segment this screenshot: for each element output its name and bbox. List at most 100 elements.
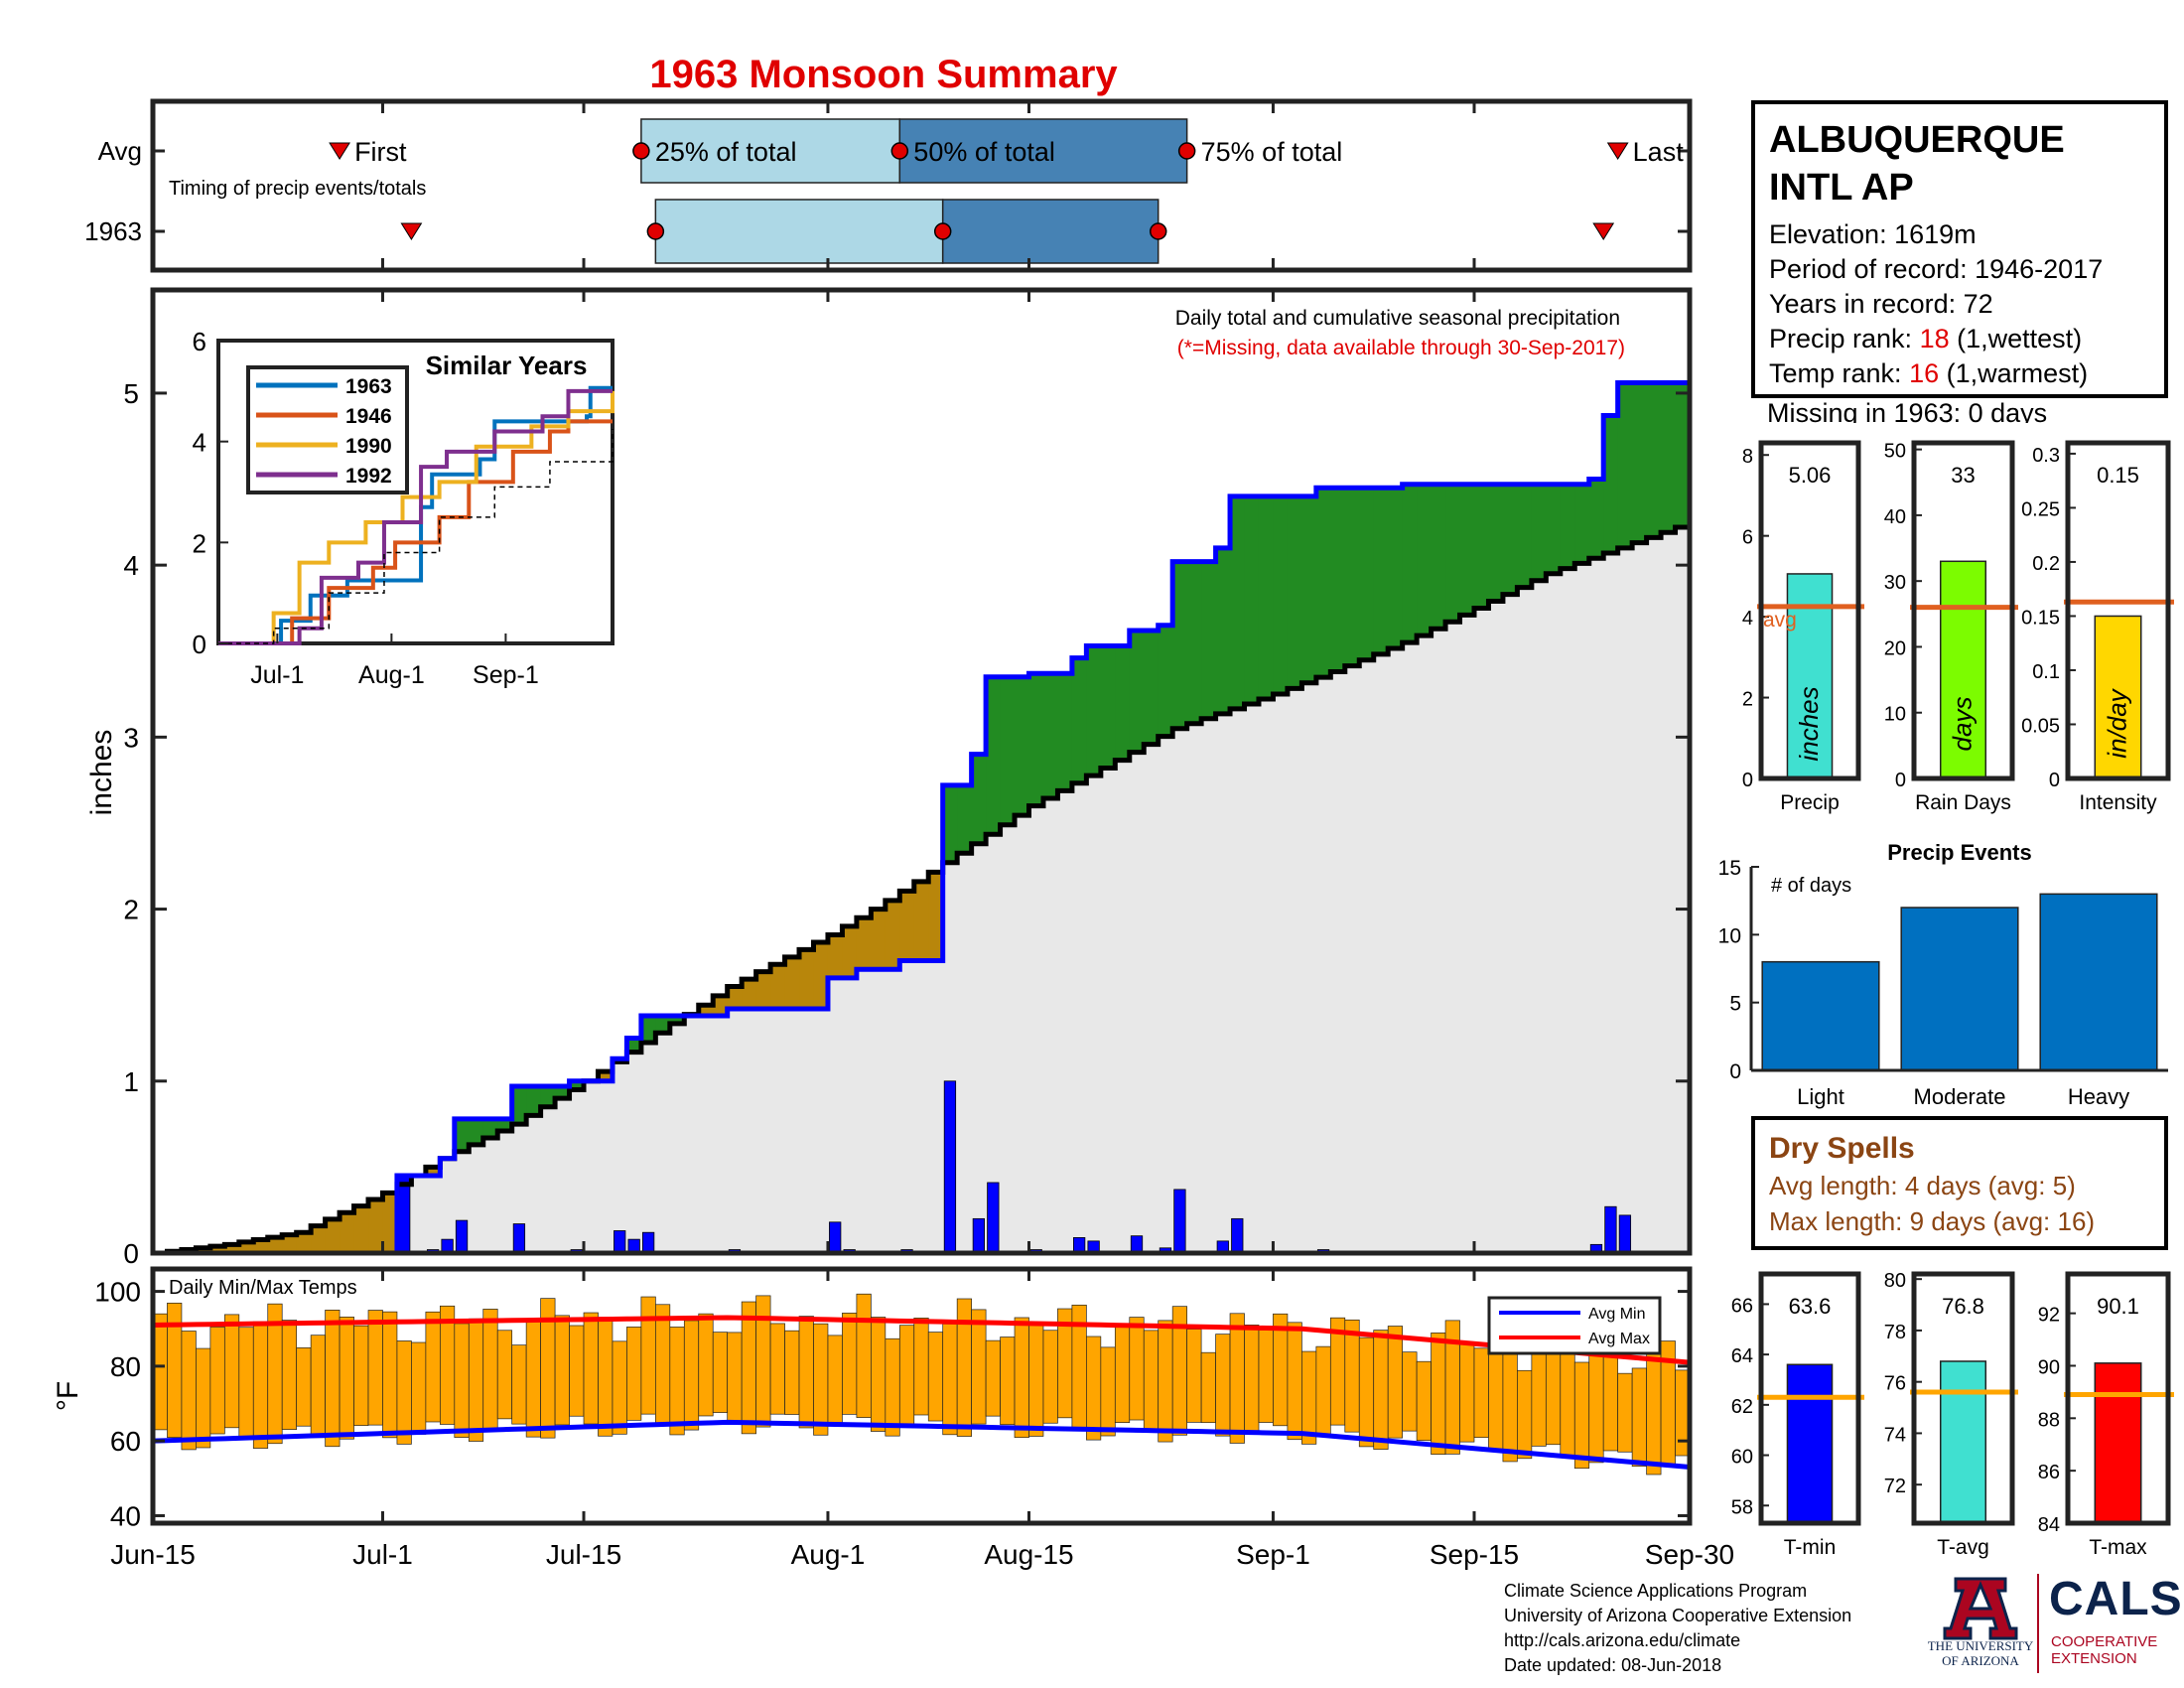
pct-50-label: 50% of total	[913, 137, 1055, 167]
events-y-tick-label: 0	[1729, 1060, 1741, 1083]
intensity-y-tick-label: 0.1	[2032, 661, 2060, 683]
avg-min-line	[152, 1419, 1691, 1471]
daily-temp-bar	[856, 1293, 872, 1418]
credits-line1: Climate Science Applications Program	[1504, 1581, 1808, 1601]
station-period: Period of record: 1946-2017	[1769, 254, 2104, 284]
surplus-fill	[1086, 645, 1102, 776]
surplus-fill	[1646, 382, 1662, 538]
daily-temp-bar	[985, 1339, 1001, 1417]
station-missing: Missing in 1963: 0 days	[1767, 398, 2048, 423]
daily-temp-bar	[727, 1332, 743, 1425]
daily-temp-bar	[238, 1327, 254, 1439]
university-name: THE UNIVERSITY OF ARIZONA	[1911, 1638, 2050, 1668]
timing-marker-25-year	[646, 222, 665, 240]
daily-temp-bar	[281, 1320, 298, 1430]
deficit-fill	[698, 1005, 714, 1016]
surplus-fill	[1546, 484, 1562, 574]
inset-x-tick-label: Jul-1	[250, 661, 304, 689]
daily-temp-bar	[1387, 1326, 1404, 1439]
dry-spells-title: Dry Spells	[1769, 1132, 1915, 1165]
surplus-fill	[1000, 676, 1016, 825]
station-elevation: Elevation: 1619m	[1769, 219, 1977, 249]
intensity-unit-label: in/day	[2103, 687, 2132, 758]
cals-logo: CALS	[2049, 1573, 2183, 1625]
timing-box-25-50-avg	[640, 118, 901, 184]
deficit-fill	[770, 964, 786, 1010]
temps-caption: Daily Min/Max Temps	[169, 1277, 357, 1299]
daily-temp-bar	[913, 1318, 929, 1416]
x-axis-date-label: Aug-15	[984, 1539, 1073, 1570]
daily-temp-bar	[1459, 1341, 1475, 1443]
t-min-y-tick-label: 58	[1731, 1496, 1753, 1518]
daily-temp-bar	[1200, 1351, 1216, 1424]
events-category-label: Light	[1797, 1084, 1844, 1109]
timing-marker-75-avg	[1177, 142, 1196, 160]
daily-temp-bar	[842, 1313, 858, 1415]
temp-rank-label: Temp rank:	[1769, 358, 1910, 388]
dry-spells-max-length: Max length: 9 days (avg: 16)	[1769, 1206, 2096, 1236]
daily-temp-bar	[1287, 1322, 1302, 1441]
surplus-fill	[1244, 495, 1260, 704]
precip-rank-note: (1,wettest)	[1949, 324, 2083, 353]
intensity-value-label: 0.15	[2097, 463, 2139, 488]
events-y-tick-label: 15	[1718, 857, 1741, 880]
daily-temp-bar	[698, 1313, 714, 1417]
daily-precip-bar	[614, 1230, 626, 1254]
temps-y-tick-label: 40	[110, 1500, 141, 1531]
daily-temp-bar	[1517, 1369, 1533, 1460]
surplus-fill	[1588, 479, 1604, 559]
observed-cumulative-line	[153, 380, 1690, 1256]
first-event-marker-avg	[329, 142, 350, 160]
inset-x-tick-label: Sep-1	[473, 661, 539, 689]
intensity-y-tick-label: 0.15	[2021, 607, 2060, 629]
daily-temp-bar	[1086, 1336, 1102, 1441]
daily-precip-bar	[1618, 1214, 1632, 1254]
daily-temp-bar	[554, 1315, 570, 1426]
inset-series-avg	[218, 428, 614, 644]
daily-temp-bar	[1042, 1330, 1058, 1424]
daily-precip-bar	[943, 1080, 957, 1254]
intensity-y-tick-label: 0.3	[2032, 445, 2060, 467]
surplus-fill	[569, 1080, 585, 1090]
t-max-y-tick-label: 92	[2038, 1305, 2060, 1327]
surplus-fill	[669, 1015, 685, 1024]
t-min-y-tick-label: 62	[1731, 1396, 1753, 1418]
timing-marker-50-year	[933, 222, 952, 240]
deficit-fill	[253, 1239, 269, 1253]
daily-temp-bar	[482, 1309, 498, 1431]
x-axis-date-label: Jun-15	[110, 1539, 196, 1570]
first-label: First	[354, 137, 407, 167]
daily-temp-bar	[1631, 1367, 1647, 1468]
intensity-category-label: Intensity	[2079, 791, 2157, 814]
precip-y-tick-label: 2	[1742, 689, 1753, 711]
daily-precip-bar	[972, 1217, 986, 1254]
deficit-fill	[311, 1225, 327, 1253]
t-avg-y-tick-label: 74	[1884, 1424, 1906, 1446]
daily-temp-bar	[1315, 1345, 1331, 1435]
daily-temp-bar	[885, 1337, 900, 1437]
daily-temp-bar	[583, 1312, 599, 1425]
daily-temp-bar	[1344, 1319, 1360, 1433]
main-y-tick-label: 1	[123, 1066, 139, 1097]
surplus-fill	[1531, 484, 1547, 581]
daily-temp-bar	[755, 1295, 771, 1428]
daily-temp-bar	[1229, 1313, 1245, 1444]
surplus-fill	[1359, 488, 1375, 660]
precip-y-tick-label: 6	[1742, 527, 1753, 549]
main-y-axis-label: inches	[85, 730, 118, 816]
daily-precip-bar	[641, 1231, 655, 1254]
station-years: Years in record: 72	[1769, 289, 1993, 319]
credits: Climate Science Applications Program Uni…	[1504, 1579, 1851, 1678]
main-y-tick-label: 5	[123, 378, 139, 409]
daily-temp-bar	[1028, 1324, 1044, 1437]
rain-days-value-label: 33	[1951, 463, 1975, 488]
timing-caption: Timing of precip events/totals	[169, 178, 426, 200]
deficit-fill	[382, 1193, 398, 1253]
daily-temp-bar	[1602, 1351, 1619, 1452]
daily-temp-bar	[396, 1340, 412, 1445]
surplus-fill	[626, 1038, 642, 1053]
daily-temp-bar	[569, 1325, 585, 1417]
daily-temp-bar	[712, 1332, 729, 1413]
surplus-fill	[1344, 488, 1360, 666]
daily-temp-bar	[927, 1332, 944, 1422]
